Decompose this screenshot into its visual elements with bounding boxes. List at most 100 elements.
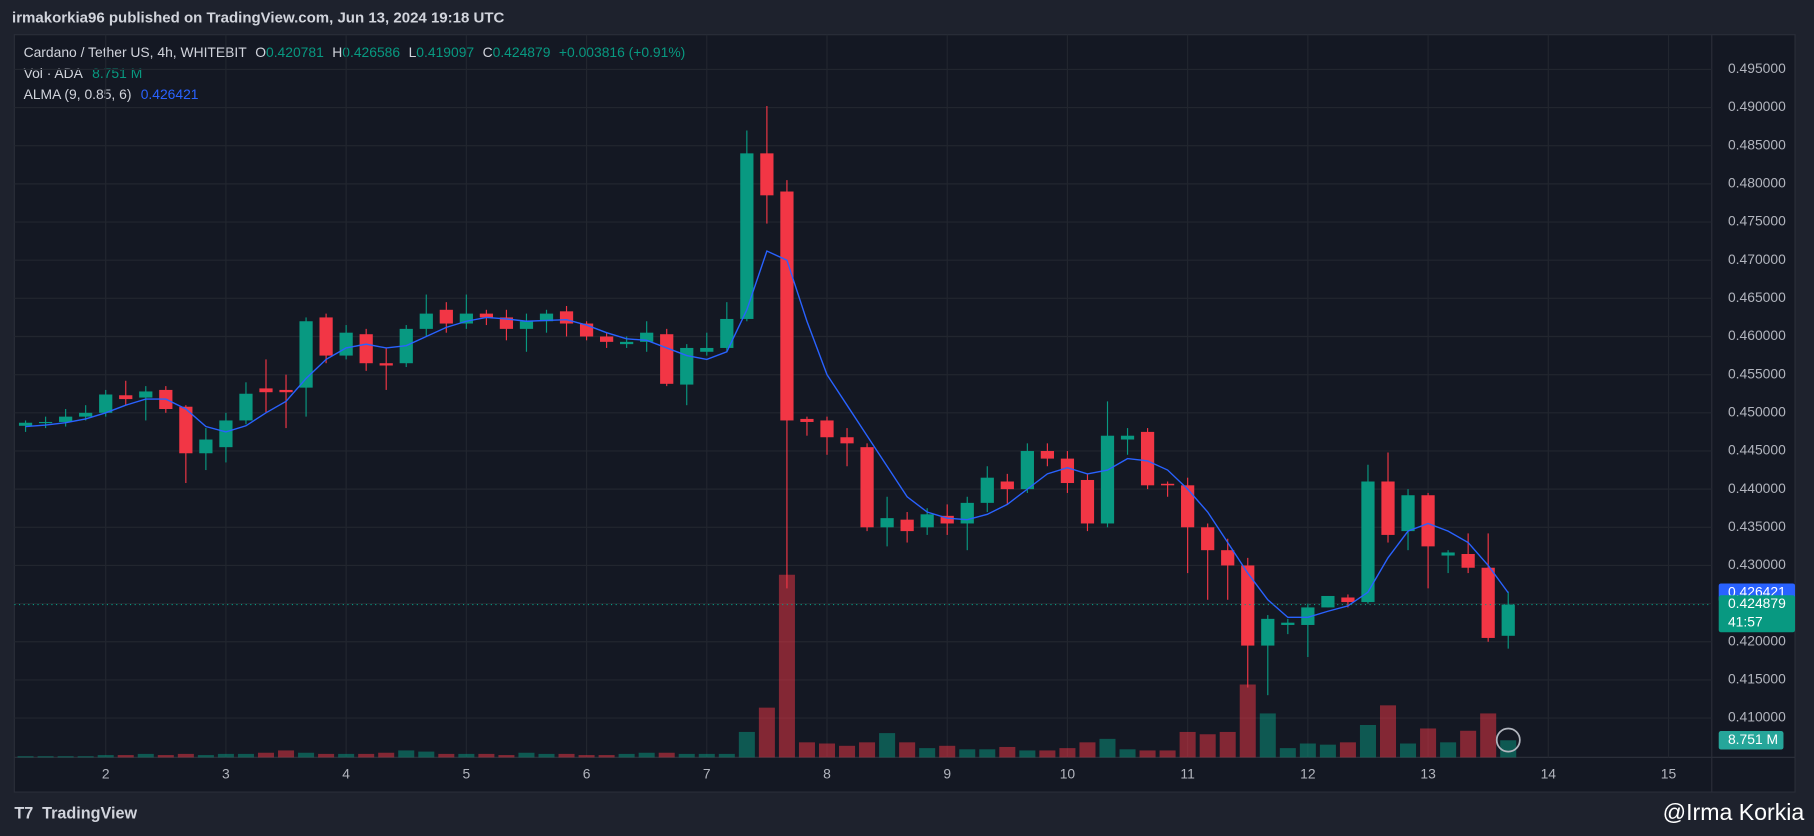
volume-bar [358,753,375,758]
volume-bar [458,753,475,758]
volume-bar [1400,743,1417,758]
volume-bar [117,755,134,758]
candle-body [79,412,93,417]
volume-bar [1299,743,1316,758]
candle-body [800,418,814,422]
y-tick-label: 0.445000 [1728,442,1786,458]
candle-body [660,334,674,384]
x-tick-label: 12 [1300,765,1316,781]
volume-bar [598,755,615,758]
change: +0.003816 (+0.91%) [559,44,685,60]
candle-body [1501,604,1515,636]
y-tick-label: 0.485000 [1728,136,1786,152]
y-tick-label: 0.495000 [1728,60,1786,76]
y-tick-label: 0.420000 [1728,632,1786,648]
volume-bar [538,753,555,758]
x-tick-label: 6 [583,765,591,781]
volume-bar [478,753,495,758]
legend-main: Cardano / Tether US, 4h, WHITEBIT O0.420… [24,44,686,60]
volume-tag [1718,731,1784,750]
candle-body [1301,607,1315,625]
volume-bar [1279,748,1296,758]
x-tick-label: 14 [1541,765,1557,781]
volume-bar [298,752,315,758]
candle-body [640,332,654,342]
x-tick-label: 8 [823,765,831,781]
y-tick-label: 0.465000 [1728,289,1786,305]
volume-bar [1319,744,1336,758]
y-tick-label: 0.435000 [1728,518,1786,534]
volume-bar [839,745,856,758]
candle-body [259,388,273,393]
volume-bar [418,751,435,758]
plot: 0.4100000.4150000.4200000.4250000.430000… [14,34,1786,781]
candle-body [479,313,494,318]
volume-bar [1079,742,1096,758]
volume-bar [217,753,234,758]
ohlc-letter: C [483,44,493,60]
candle-body [820,420,834,438]
close-tag [1718,595,1796,633]
volume-bar [979,749,996,758]
title: Cardano / Tether US, 4h, WHITEBIT [24,44,248,60]
footer-author: @Irma Korkia [1663,799,1805,825]
candle-body [439,309,453,324]
candle-body [1241,565,1255,646]
volume-bar [1259,713,1276,758]
candle-body [1481,567,1495,638]
candle-body [740,153,754,319]
candle-body [1461,553,1475,568]
candle-body [1201,527,1215,551]
candle-body [1221,550,1235,566]
volume-bar [97,755,114,758]
candle-body [559,311,574,324]
candle-body [780,191,794,421]
volume-bar [57,756,74,758]
volume-bar [1500,740,1517,758]
volume-bar [438,753,455,758]
x-tick-label: 3 [222,765,230,781]
x-tick-label: 4 [342,765,350,781]
y-tick-label: 0.480000 [1728,175,1786,191]
x-tick-label: 10 [1060,765,1076,781]
candle-body [840,437,854,444]
candle-body [1060,458,1075,484]
volume-bar [1460,730,1477,758]
candle-body [700,347,714,352]
volume-bar [37,756,54,758]
candle-body [680,347,694,385]
candle-body [359,334,373,364]
volume-bar [718,753,735,758]
volume-bar [1440,742,1457,758]
candle-body [1421,495,1435,547]
volume-bar [137,753,154,758]
candle-body [319,317,333,356]
close-tag-label: 0.424879 [1728,595,1786,611]
candle-body [980,477,994,503]
volume-bar [999,746,1016,758]
candle-body [1321,595,1335,608]
candle-body [1181,485,1195,528]
y-tick-label: 0.455000 [1728,365,1786,381]
candle-body [1080,479,1095,524]
candle-body [459,313,473,324]
volume-bar [698,753,715,758]
y-tick-label: 0.460000 [1728,327,1786,343]
volume-bar [398,750,415,758]
candle-body [59,416,73,422]
candle-body [38,421,53,424]
y-tick-label: 0.430000 [1728,556,1786,572]
volume-bar [1239,684,1256,758]
candle-body [239,393,253,421]
candle-body [139,391,153,398]
volume-bar [919,748,936,758]
candle-body [1341,597,1355,603]
open-value: 0.420781 [266,44,324,60]
alma-value: 0.426421 [141,85,199,101]
candle-body [620,341,634,345]
volume-bar [618,753,635,758]
volume-bar [899,742,916,758]
volume-bar [1059,748,1076,758]
candle-body [760,153,774,196]
